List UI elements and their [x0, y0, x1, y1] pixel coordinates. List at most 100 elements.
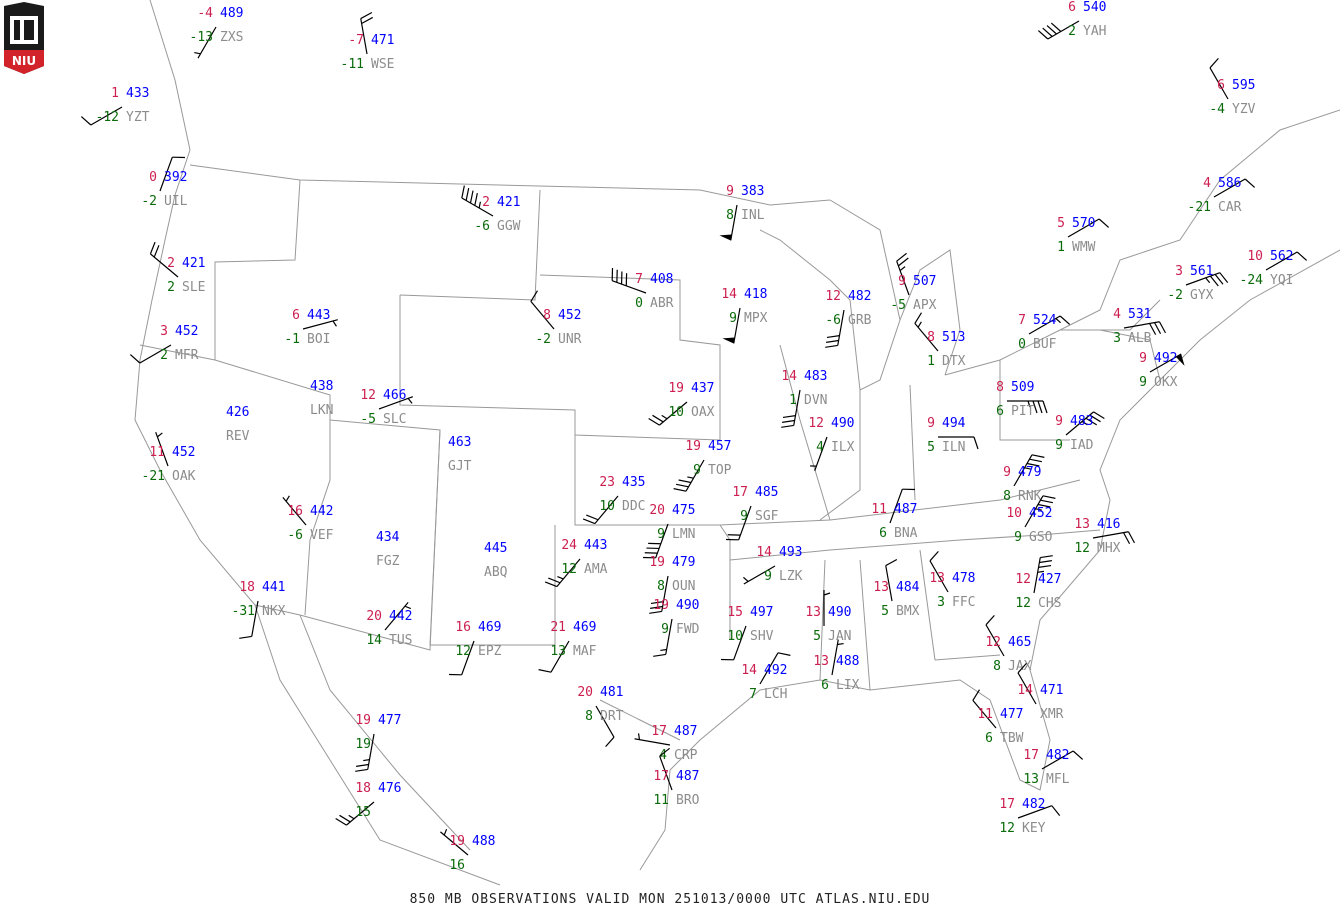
dewpoint-value: 10 [599, 499, 615, 514]
map-boundary-line [134, 0, 301, 616]
station-id: TOP [708, 463, 732, 478]
station-plot-dvn: 14 483 1 DVN [781, 369, 827, 428]
wind-barb-full [973, 436, 979, 450]
station-plot-wmw: 5 570 1 WMW [1057, 216, 1110, 255]
wind-barb-shaft [367, 733, 375, 770]
wind-barb-shaft [972, 700, 997, 729]
station-id: LZK [779, 569, 803, 584]
wind-barb-full [1031, 454, 1045, 458]
height-value: 562 [1270, 249, 1293, 264]
station-id: INL [741, 208, 765, 223]
height-value: 493 [779, 545, 802, 560]
map-boundary-line [819, 390, 861, 521]
station-plot-fwd: 19 490 9 FWD [653, 598, 700, 657]
height-value: 435 [622, 475, 645, 490]
dewpoint-value: 6 [985, 731, 993, 746]
dewpoint-value: -21 [142, 469, 165, 484]
temperature-value: 19 [355, 713, 371, 728]
wind-barb-shaft [837, 309, 845, 346]
temperature-value: -7 [348, 33, 364, 48]
station-plot-rnk: 9 479 8 RNK [1003, 454, 1045, 504]
height-value: 484 [896, 580, 920, 595]
wind-barb-shaft [1209, 67, 1229, 100]
dewpoint-value: 5 [813, 629, 821, 644]
wind-barb-full [461, 185, 465, 199]
temperature-value: 18 [355, 781, 371, 796]
wind-barb-full [972, 689, 980, 701]
wind-barb-full [675, 483, 689, 488]
map-boundary-line [819, 559, 826, 681]
wind-barb-full [1037, 30, 1049, 40]
wind-barb-shaft [1265, 251, 1298, 271]
temperature-value: 2 [482, 195, 490, 210]
wind-barb-full [339, 814, 351, 823]
height-value: 483 [1070, 414, 1093, 429]
height-value: 479 [672, 555, 695, 570]
temperature-value: 13 [929, 571, 945, 586]
station-id: SLE [182, 280, 205, 295]
wind-barb-shaft [1017, 805, 1053, 819]
dewpoint-value: 9 [764, 569, 772, 584]
station-plot-crp: 17 487 4 CRP [634, 724, 698, 763]
wind-barb-shaft [595, 705, 615, 738]
temperature-value: 23 [599, 475, 615, 490]
dewpoint-value: 12 [1015, 596, 1031, 611]
wind-barb-full [1029, 458, 1043, 463]
dewpoint-value: 14 [366, 633, 382, 648]
height-value: 477 [378, 713, 401, 728]
station-plot-nkx: 18 441 -31 NKX [232, 580, 286, 639]
dewpoint-value: -2 [1167, 288, 1183, 303]
wind-barb-half [1037, 570, 1044, 573]
dewpoint-value: 8 [585, 709, 593, 724]
wind-barb-shaft [594, 495, 619, 524]
map-boundary-line [189, 164, 831, 206]
map-boundary-line [779, 344, 831, 521]
height-value: 457 [708, 439, 731, 454]
wind-barb-full [474, 192, 478, 206]
temperature-value: 4 [1113, 307, 1121, 322]
wind-barb-shaft [611, 280, 647, 294]
wind-barb-half [1081, 420, 1088, 426]
wind-barb-full [465, 187, 470, 201]
station-plot-oun: 19 479 8 OUN [649, 555, 695, 614]
wind-barb-full [1051, 805, 1061, 816]
wind-barb-full [605, 736, 615, 748]
wind-barb-shaft [461, 640, 475, 676]
station-id: OKX [1154, 375, 1178, 390]
station-id: VEF [310, 528, 334, 543]
station-plot-abr: 7 408 0 ABR [611, 268, 674, 311]
wind-barb-shaft [461, 197, 494, 217]
height-value: 452 [1029, 506, 1052, 521]
dewpoint-value: 0 [1018, 337, 1026, 352]
temperature-value: 17 [732, 485, 748, 500]
wind-barb-half [363, 759, 370, 762]
wind-barb-full [1037, 503, 1051, 508]
temperature-value: 19 [653, 598, 669, 613]
station-id: LCH [764, 687, 787, 702]
wind-barb-full [1209, 57, 1219, 69]
station-plot-ilx: 12 490 4 ILX [808, 416, 855, 472]
wind-barb-full [469, 190, 474, 204]
wind-barb-shaft [655, 523, 669, 559]
temperature-value: 17 [653, 769, 669, 784]
wind-barb-full [1072, 750, 1084, 760]
wind-barb-full [544, 581, 558, 588]
height-value: 437 [691, 381, 714, 396]
wind-barb-full [530, 290, 538, 302]
station-plot-mfr: 3 452 2 MFR [129, 324, 199, 364]
height-value: 488 [472, 834, 495, 849]
dewpoint-value: 9 [1014, 530, 1022, 545]
station-plot-abq: 445 ABQ [484, 541, 508, 580]
dewpoint-value: 8 [657, 579, 665, 594]
station-id: GRB [848, 313, 872, 328]
station-id: ALB [1128, 331, 1152, 346]
wind-barb-shaft [556, 558, 581, 587]
wind-barb-full [1017, 662, 1027, 674]
station-id: CRP [674, 748, 698, 763]
dewpoint-value: 7 [749, 687, 757, 702]
wind-barb-full [885, 558, 898, 567]
station-plot-ffc: 13 478 3 FFC [929, 550, 975, 610]
height-value: 433 [126, 86, 149, 101]
